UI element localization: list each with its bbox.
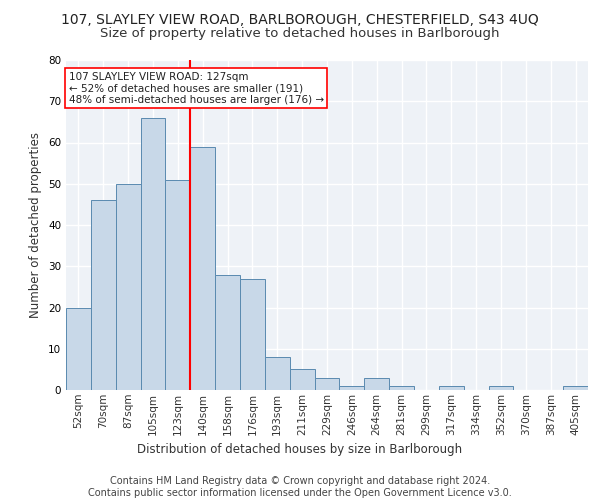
Text: 107 SLAYLEY VIEW ROAD: 127sqm
← 52% of detached houses are smaller (191)
48% of : 107 SLAYLEY VIEW ROAD: 127sqm ← 52% of d… (68, 72, 324, 105)
Bar (166, 180, 190, 390)
Bar (240, 278, 265, 390)
Text: 107, SLAYLEY VIEW ROAD, BARLBOROUGH, CHESTERFIELD, S43 4UQ: 107, SLAYLEY VIEW ROAD, BARLBOROUGH, CHE… (61, 12, 539, 26)
Bar (364, 378, 389, 390)
Bar (140, 118, 166, 390)
Text: Size of property relative to detached houses in Barlborough: Size of property relative to detached ho… (100, 28, 500, 40)
Bar (116, 184, 140, 390)
Bar (290, 370, 314, 390)
Bar (439, 386, 464, 390)
Bar (91, 200, 116, 390)
Bar (389, 386, 414, 390)
Y-axis label: Number of detached properties: Number of detached properties (29, 132, 43, 318)
Text: Contains HM Land Registry data © Crown copyright and database right 2024.
Contai: Contains HM Land Registry data © Crown c… (88, 476, 512, 498)
Bar (314, 378, 340, 390)
Bar (488, 386, 514, 390)
Bar (563, 386, 588, 390)
Bar (66, 308, 91, 390)
Bar (190, 146, 215, 390)
Bar (215, 274, 240, 390)
Text: Distribution of detached houses by size in Barlborough: Distribution of detached houses by size … (137, 442, 463, 456)
Bar (340, 386, 364, 390)
Bar (265, 357, 290, 390)
